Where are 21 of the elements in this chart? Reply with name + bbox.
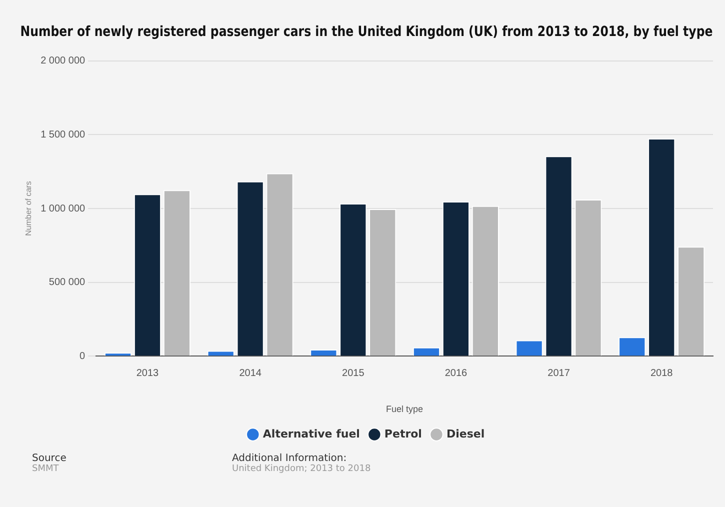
x-tick-label: 2013 <box>136 368 160 379</box>
x-tick-label: 2015 <box>342 368 365 379</box>
y-tick-label: 1 500 000 <box>40 129 86 140</box>
x-tick-label: 2017 <box>548 368 570 379</box>
legend-label: Petrol <box>384 427 422 440</box>
x-tick-label: 2016 <box>444 368 468 379</box>
legend-label: Diesel <box>446 427 485 440</box>
text: United Kingdom; 2013 to 2018 <box>232 464 371 474</box>
text: Source <box>32 453 66 464</box>
x-tick-label: 2018 <box>650 368 674 379</box>
y-axis-title: Number of cars <box>24 181 34 236</box>
y-tick-label: 1 000 000 <box>40 203 86 214</box>
legend-label: Alternative fuel <box>262 427 360 440</box>
x-axis-title: Fuel type <box>386 404 424 414</box>
y-tick-label: 500 000 <box>48 277 86 288</box>
y-tick-label: 2 000 000 <box>40 56 86 67</box>
x-tick-label: 2014 <box>239 368 262 379</box>
chart-title: Number of newly registered passenger cars in the United Kingdom (UK) from 2013 to 2018, by fuel type <box>20 24 713 40</box>
text: Additional Information: <box>232 453 348 464</box>
y-tick-label: 0 <box>80 350 86 362</box>
text: SMMT <box>32 464 60 474</box>
